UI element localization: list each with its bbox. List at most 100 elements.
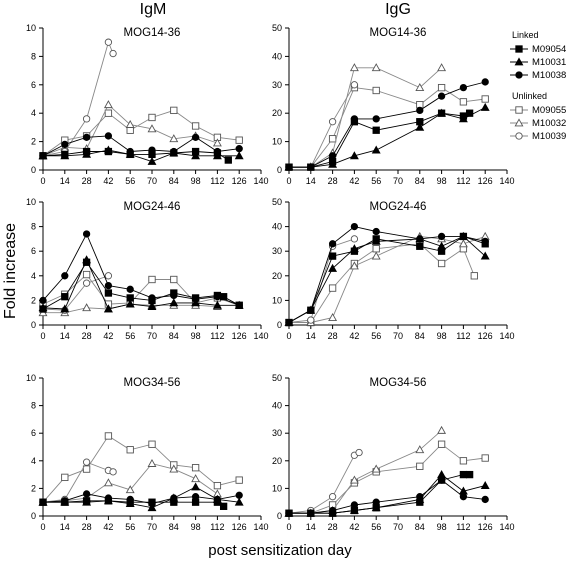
panel-igg-mog24-46: 0 10 20 30 40 50 0 14 28 42 56 70 84 98 112 126 140 MOG24… [272,197,515,341]
point-m10038 [459,493,468,501]
point-m10039 [328,118,337,126]
y-tick-label: 10 [272,137,282,147]
y-tick-label: 0 [31,320,36,330]
point-m10038 [437,476,446,484]
y-tick-label: 10 [26,197,36,207]
point-m10039 [307,316,315,324]
x-tick-label: 140 [499,176,514,186]
point-m09055 [437,259,446,268]
y-tick-label: 8 [31,401,36,411]
point-m09055 [372,86,380,95]
x-tick-label: 0 [40,176,45,186]
point-m10038 [39,152,47,160]
point-m10038 [61,497,69,505]
series-line-m09055 [289,87,486,168]
x-tick-label: 14 [60,331,70,341]
panel-title: MOG24-46 [370,201,427,213]
series-m10031 [38,482,244,512]
point-m10038 [416,106,424,115]
point-m09055 [459,98,468,106]
x-tick-label: 84 [169,522,179,532]
point-m10038 [148,146,156,154]
point-m10038 [350,115,359,123]
x-tick-label: 70 [393,522,403,532]
x-tick-label: 42 [349,331,359,341]
x-tick-label: 14 [60,176,70,186]
point-m10039 [355,448,363,457]
x-tick-label: 0 [286,176,291,186]
series-m10038 [39,490,243,508]
point-m10038 [481,78,489,86]
point-m10032 [125,119,135,128]
series-line-m10039 [289,84,355,168]
legend-label-m10031: M10031 [532,57,566,68]
point-m10032 [147,124,157,133]
point-m10031 [60,151,70,160]
y-tick-label: 8 [31,222,36,232]
point-m10031 [125,299,135,308]
point-m09055 [170,275,178,284]
point-m10038 [104,281,113,290]
point-m10038 [437,232,446,241]
point-m09055 [459,457,468,465]
y-tick-label: 4 [31,456,36,466]
legend: Linked M09054 M10031 M10038 Unlinked M09055 M1… [510,30,566,142]
legend-group-title: Unlinked [512,91,547,101]
point-m10031 [415,122,425,131]
point-m10032 [125,485,135,494]
point-m10038 [82,133,91,141]
point-m09055 [470,272,478,280]
point-m09055 [328,284,337,292]
x-tick-label: 56 [371,331,381,341]
point-m10031 [60,304,70,313]
x-tick-label: 84 [415,331,425,341]
point-m10031 [458,114,468,123]
point-m10031 [480,102,490,111]
x-tick-label: 140 [253,331,268,341]
point-m10038 [126,147,134,156]
y-tick-label: 30 [272,246,282,256]
legend-label-m10038: M10038 [532,70,566,81]
y-tick-label: 4 [31,271,36,281]
series-m09055 [285,440,489,517]
point-m10032 [169,134,179,143]
y-tick-label: 0 [31,511,36,521]
y-tick-label: 40 [272,51,282,61]
x-tick-label: 0 [40,522,45,532]
point-m10039 [82,458,91,466]
series-m10038 [285,222,489,327]
point-m10038 [213,495,222,504]
x-tick-label: 70 [147,176,157,186]
legend-marker-m10031 [514,57,524,66]
y-tick-label: 20 [272,456,282,466]
point-m09055 [148,440,156,448]
y-tick-label: 10 [272,295,282,305]
point-m09055 [148,113,156,122]
point-m10038 [437,92,446,100]
point-m10038 [459,83,468,92]
x-tick-label: 28 [328,176,338,186]
point-m10038 [39,296,47,305]
point-m09055 [148,275,156,284]
series-m09055 [39,432,243,506]
legend-group-title: Linked [512,30,539,40]
point-m10038 [285,318,293,327]
series-m10038 [285,476,489,517]
x-tick-label: 42 [103,176,113,186]
series-line-m10038 [42,135,240,157]
point-m10032 [415,445,425,454]
point-m10031 [38,303,48,312]
series-m10032 [284,63,447,171]
point-m09055 [235,136,243,144]
series-m10031 [38,145,244,165]
point-m09055 [372,245,380,253]
point-m10038 [170,147,178,156]
series-m10032 [284,231,490,326]
point-m10032 [328,313,338,322]
panel-title: MOG34-56 [370,377,427,389]
point-m10039 [350,235,359,243]
y-tick-label: 50 [272,373,282,383]
x-tick-label: 126 [232,176,247,186]
x-tick-label: 98 [191,331,201,341]
